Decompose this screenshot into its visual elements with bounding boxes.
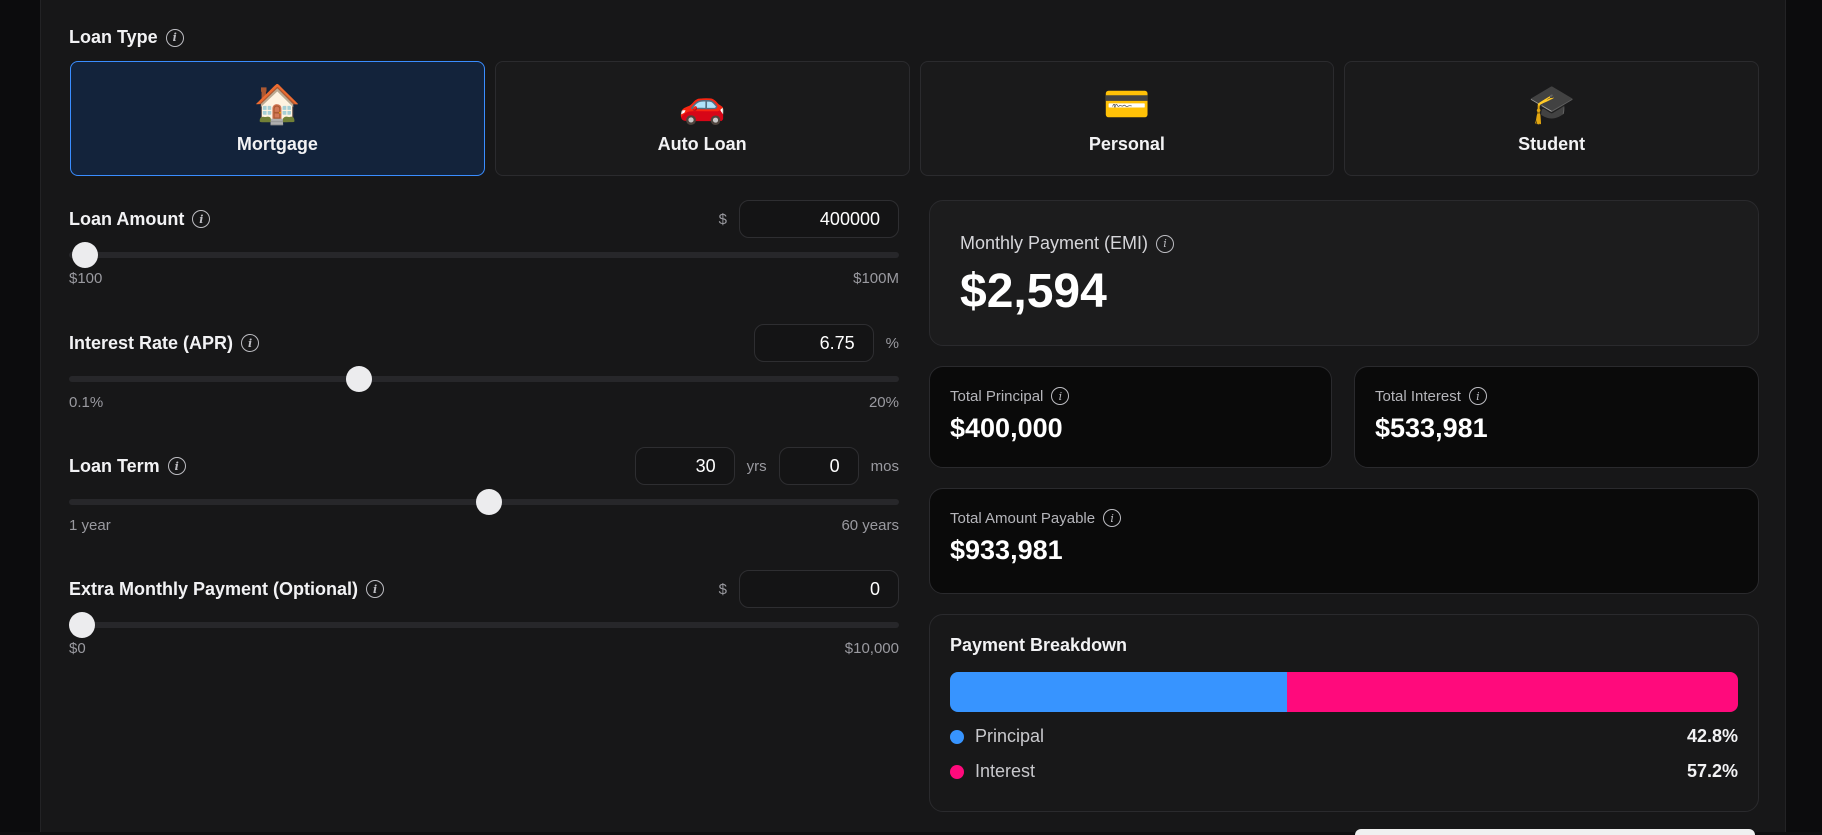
emi-title-text: Monthly Payment (EMI) [960, 233, 1149, 253]
loan-type-options: 🏠 Mortgage 🚗 Auto Loan 💳 Personal 🎓 Stud… [70, 61, 1759, 176]
loan-type-name: Mortgage [236, 134, 318, 154]
total-payable-title: Total Amount Payable [950, 509, 1096, 527]
years-unit: yrs [746, 457, 767, 475]
loan-term-field: Loan Term i yrs mos 1 year 60 years [69, 447, 899, 534]
button-edge[interactable] [1355, 829, 1755, 835]
loan-amount-input[interactable] [739, 200, 899, 238]
info-icon[interactable]: i [241, 334, 260, 352]
payment-breakdown-card: Payment Breakdown Principal 42.8% Intere… [929, 614, 1759, 812]
loan-type-name: Auto Loan [657, 134, 747, 154]
slider-thumb[interactable] [72, 242, 99, 268]
info-icon[interactable]: i [366, 580, 385, 598]
loan-term-months-input[interactable] [778, 447, 859, 485]
loan-amount-field: Loan Amount i $ $100 $100M [69, 200, 899, 287]
car-icon: 🚗 [678, 84, 726, 126]
percent-suffix: % [885, 334, 899, 352]
credit-card-icon: 💳 [1103, 84, 1151, 126]
interest-percent: 57.2% [1686, 761, 1738, 781]
loan-type-personal[interactable]: 💳 Personal [919, 61, 1335, 176]
emi-value: $2,594 [960, 265, 1107, 318]
loan-term-years-input[interactable] [634, 447, 735, 485]
extra-payment-field: Extra Monthly Payment (Optional) i $ $0 … [69, 570, 899, 657]
breakdown-bar [950, 672, 1738, 712]
slider-thumb[interactable] [69, 612, 95, 638]
house-icon: 🏠 [253, 84, 302, 126]
loan-type-mortgage[interactable]: 🏠 Mortgage [70, 61, 485, 176]
extra-payment-input[interactable] [739, 570, 899, 608]
interest-label: Interest [975, 761, 1036, 781]
extra-payment-label: Extra Monthly Payment (Optional) i [69, 578, 385, 600]
extra-payment-title: Extra Monthly Payment (Optional) [69, 578, 359, 599]
loan-type-title: Loan Type [69, 27, 158, 47]
slider-min-label: $0 [69, 640, 86, 657]
months-unit: mos [870, 457, 899, 475]
total-principal-value: $400,000 [950, 413, 1063, 443]
info-icon[interactable]: i [1051, 387, 1070, 405]
loan-term-label: Loan Term i [69, 456, 186, 477]
slider-max-label: 20% [868, 394, 899, 411]
loan-type-student[interactable]: 🎓 Student [1344, 61, 1759, 176]
slider-min-label: 1 year [69, 517, 111, 534]
interest-segment [1287, 672, 1738, 712]
principal-dot [950, 729, 964, 744]
total-interest-card: Total Interest i $533,981 [1354, 366, 1759, 468]
slider-thumb[interactable] [346, 366, 373, 392]
total-interest-value: $533,981 [1375, 413, 1488, 443]
principal-label: Principal [975, 726, 1045, 746]
info-icon[interactable]: i [165, 28, 184, 47]
interest-rate-title: Interest Rate (APR) [69, 332, 234, 353]
info-icon[interactable]: i [167, 457, 186, 475]
slider-min-label: $100 [69, 270, 103, 287]
interest-rate-slider[interactable] [69, 366, 899, 392]
total-principal-title: Total Principal [950, 387, 1044, 405]
interest-rate-label: Interest Rate (APR) i [69, 332, 260, 354]
emi-title: Monthly Payment (EMI) i [960, 233, 1728, 254]
slider-max-label: $10,000 [844, 640, 899, 657]
slider-thumb[interactable] [475, 489, 502, 515]
total-principal-card: Total Principal i $400,000 [929, 366, 1332, 468]
info-icon[interactable]: i [1103, 509, 1122, 527]
total-interest-title: Total Interest [1375, 387, 1461, 405]
slider-max-label: $100M [853, 270, 899, 287]
loan-amount-title: Loan Amount [69, 208, 185, 229]
currency-prefix: $ [718, 210, 727, 228]
currency-prefix: $ [718, 580, 727, 598]
principal-segment [950, 672, 1288, 712]
info-icon[interactable]: i [192, 210, 211, 228]
legend-principal: Principal 42.8% [950, 726, 1738, 747]
loan-type-name: Student [1518, 134, 1586, 154]
total-payable-value: $933,981 [950, 535, 1063, 565]
loan-term-title: Loan Term [69, 455, 160, 476]
loan-type-name: Personal [1088, 134, 1165, 154]
graduation-cap-icon: 🎓 [1527, 84, 1576, 126]
interest-rate-field: Interest Rate (APR) i % 0.1% 20% [69, 324, 899, 411]
slider-max-label: 60 years [841, 517, 899, 534]
total-payable-card: Total Amount Payable i $933,981 [929, 488, 1759, 594]
principal-percent: 42.8% [1686, 726, 1738, 746]
loan-amount-label: Loan Amount i [69, 208, 211, 230]
slider-min-label: 0.1% [69, 394, 104, 411]
loan-amount-slider[interactable] [69, 242, 899, 268]
info-icon[interactable]: i [1156, 234, 1175, 253]
legend-interest: Interest 57.2% [950, 761, 1738, 782]
breakdown-title: Payment Breakdown [950, 635, 1128, 655]
extra-payment-slider[interactable] [69, 612, 899, 638]
interest-rate-input[interactable] [753, 324, 874, 362]
interest-dot [950, 764, 964, 779]
monthly-payment-card: Monthly Payment (EMI) i $2,594 [929, 200, 1759, 346]
loan-type-label: Loan Type i [69, 27, 184, 48]
loan-term-slider[interactable] [69, 489, 899, 515]
loan-type-auto-loan[interactable]: 🚗 Auto Loan [494, 61, 910, 176]
info-icon[interactable]: i [1468, 387, 1487, 405]
